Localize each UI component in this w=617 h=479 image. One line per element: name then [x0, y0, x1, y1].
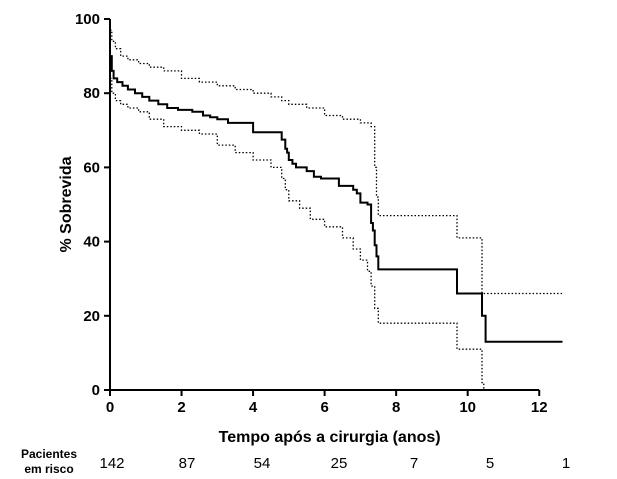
survival-line [110, 55, 563, 343]
y-tick-label: 80 [83, 85, 100, 102]
at-risk-count: 5 [486, 455, 494, 472]
x-tick-label: 4 [249, 399, 258, 416]
y-tick-label: 40 [83, 234, 100, 251]
at-risk-count: 142 [99, 455, 124, 472]
x-tick-label: 8 [392, 399, 400, 416]
y-tick-label: 0 [92, 382, 100, 399]
confidence-bound-line-1 [110, 29, 563, 295]
confidence-bound-line-2 [110, 77, 485, 390]
at-risk-count: 7 [410, 455, 418, 472]
x-tick-label: 2 [177, 399, 185, 416]
x-tick-label: 10 [459, 399, 476, 416]
y-tick-label: 20 [83, 308, 100, 325]
x-tick-label: 6 [320, 399, 328, 416]
x-tick-label: 0 [106, 399, 114, 416]
at-risk-title-line2: em risco [24, 462, 73, 476]
patients-at-risk-table: Pacientes em risco 142 87 54 25 7 5 1 [21, 447, 570, 476]
at-risk-count: 87 [179, 455, 196, 472]
at-risk-count: 54 [254, 455, 271, 472]
y-tick-label: 60 [83, 159, 100, 176]
at-risk-title-line1: Pacientes [21, 447, 77, 461]
at-risk-count: 25 [331, 455, 348, 472]
x-tick-label: 12 [531, 399, 548, 416]
x-axis-title: Tempo após a cirurgia (anos) [219, 429, 441, 446]
chart-axes: 0 20 40 60 80 100 0 2 4 6 8 10 12 [75, 11, 548, 416]
y-tick-label: 100 [75, 11, 100, 28]
y-axis-title: % Sobrevida [58, 156, 75, 252]
at-risk-count: 1 [562, 455, 570, 472]
chart-series [110, 29, 563, 390]
